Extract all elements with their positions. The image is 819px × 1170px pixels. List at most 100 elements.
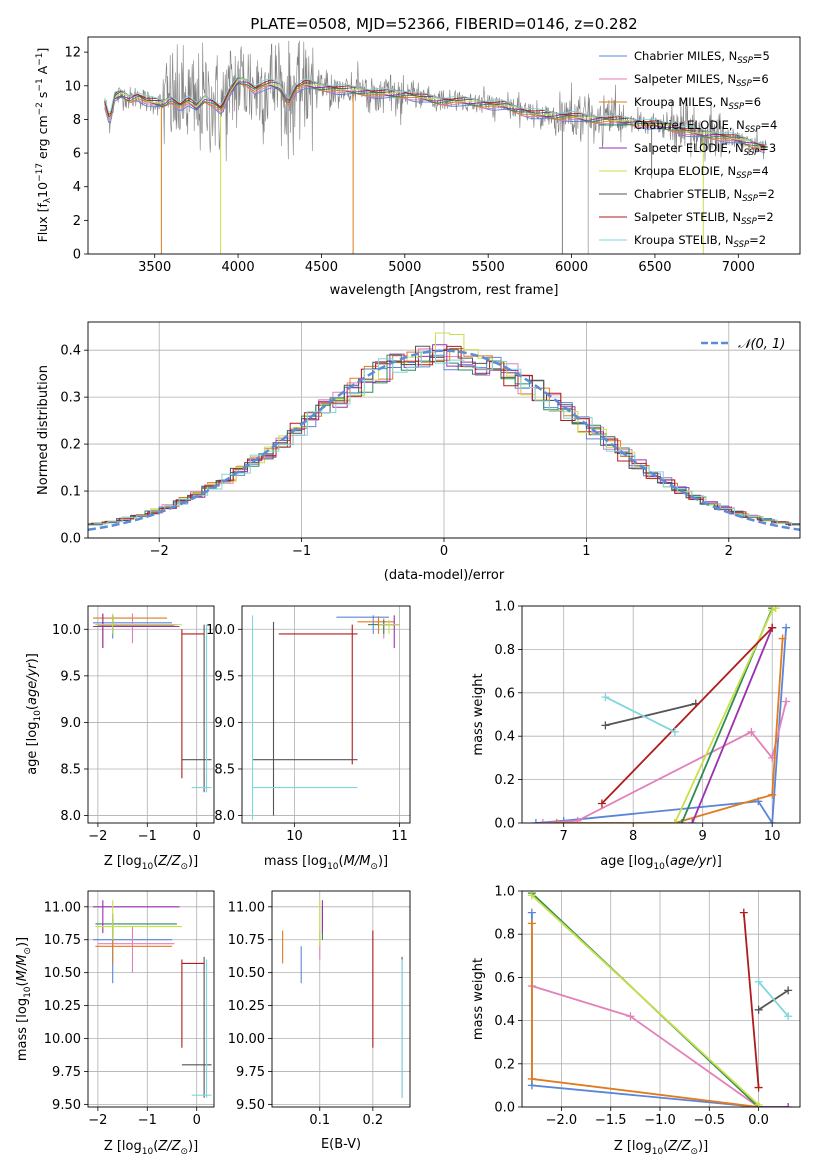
y-tick-label: 0.1 — [60, 485, 81, 500]
x-axis-label: (data-model)/error — [384, 568, 505, 583]
errorbar-point — [95, 900, 182, 940]
x-tick-label: −1 — [138, 1113, 157, 1128]
series-marker — [527, 919, 536, 928]
y-tick-label: 9.50 — [52, 1098, 81, 1113]
series-line — [556, 638, 784, 823]
legend-label: Salpeter MILES, NSSP=6 — [634, 72, 769, 89]
series-marker — [527, 908, 536, 917]
y-tick-label: 8.5 — [60, 762, 81, 777]
x-tick-label: −0.5 — [694, 1113, 726, 1128]
x-axis-label: wavelength [Angstrom, rest frame] — [330, 283, 559, 298]
y-tick-label: 9.75 — [236, 1065, 265, 1080]
y-tick-label: 1.0 — [494, 600, 515, 615]
y-tick-label: 0 — [73, 248, 81, 263]
axes-frame — [271, 890, 411, 1108]
x-axis-label: E(B-V) — [321, 1137, 361, 1152]
axes-frame — [521, 605, 801, 824]
errorbar-point — [92, 613, 180, 648]
y-axis-label: mass weight — [471, 958, 486, 1040]
y-tick-label: 10.50 — [228, 966, 265, 981]
y-axis-label: mass [log10(M/M⊙)] — [15, 937, 33, 1061]
y-tick-label: 9.0 — [60, 716, 81, 731]
series-marker — [754, 1005, 763, 1014]
errorbar-point — [251, 615, 358, 821]
y-tick-label: 0.3 — [60, 391, 81, 406]
x-tick-label: −2.0 — [546, 1113, 578, 1128]
series-marker — [784, 1103, 793, 1107]
y-tick-label: 10.25 — [44, 999, 81, 1014]
y-axis-label: mass weight — [471, 673, 486, 755]
y-axis-label: Normed distribution — [36, 365, 51, 495]
y-tick-label: 10.75 — [228, 933, 265, 948]
legend-label: 𝒩(0, 1) — [738, 337, 785, 352]
legend-label: Salpeter ELODIE, NSSP=3 — [634, 141, 776, 158]
series-marker — [754, 1100, 763, 1107]
x-tick-label: 0.2 — [363, 1113, 384, 1128]
y-tick-label: 0.2 — [60, 438, 81, 453]
plot-area — [92, 900, 212, 1098]
errorbar-point — [252, 621, 358, 816]
errorbar-point — [92, 900, 180, 934]
y-tick-label: 9.5 — [60, 669, 81, 684]
series-marker — [670, 727, 679, 736]
x-tick-label: 6000 — [555, 260, 588, 275]
y-tick-label: 11.00 — [228, 900, 265, 915]
axes-frame — [87, 605, 215, 824]
spectrum-panel: 3500 4000 4500 5000 5500 6000 6500 7000 0 2 4 6 8 10 1… — [35, 36, 801, 298]
y-tick-label: 10.00 — [44, 1032, 81, 1047]
x-tick-label: 0 — [440, 544, 448, 559]
x-tick-label: 6500 — [638, 260, 671, 275]
legend-label: Kroupa STELIB, NSSP=2 — [634, 233, 766, 250]
x-tick-label: 4500 — [305, 260, 338, 275]
ticks: 7 8 9 10 0.0 0.2 0.4 0.6 0.8 1.0 — [494, 600, 780, 845]
x-tick-label: −1.5 — [595, 1113, 627, 1128]
plot-area — [104, 40, 767, 254]
series-marker — [739, 908, 748, 917]
legend-label: Chabrier STELIB, NSSP=2 — [634, 187, 775, 204]
ticks: −2 −1 0 9.50 9.75 10.00 10.25 10.50 10.75 11.00 — [44, 900, 201, 1128]
x-tick-label: 11 — [391, 829, 408, 844]
x-tick-label: 10 — [286, 829, 303, 844]
x-tick-label: 2 — [725, 544, 733, 559]
x-axis-label: age [log10(age/yr)] — [600, 854, 722, 872]
x-tick-label: 4000 — [222, 260, 255, 275]
series-marker — [538, 819, 547, 823]
series-marker — [782, 697, 791, 706]
x-tick-label: −1 — [138, 829, 157, 844]
x-tick-label: 0 — [193, 829, 201, 844]
errorbar-point — [181, 959, 205, 1048]
y-tick-label: 0.2 — [494, 773, 515, 788]
observed-spectrum-line — [104, 40, 767, 162]
legend-label: Salpeter STELIB, NSSP=2 — [634, 210, 774, 227]
series-line — [742, 912, 760, 1088]
errorbar-point — [181, 629, 205, 779]
y-axis-label: age [log10(age/yr)] — [25, 653, 43, 775]
series-marker — [778, 634, 787, 643]
series-marker — [601, 721, 610, 730]
x-tick-label: 0 — [193, 1113, 201, 1128]
legend-label: Chabrier ELODIE, NSSP=4 — [634, 118, 777, 135]
ticks: −2.0 −1.5 −1.0 −0.5 0.0 0.0 0.2 0.4 0.6 0.8 1.0 — [494, 885, 769, 1129]
y-tick-label: 10.0 — [206, 623, 235, 638]
grid-lines — [88, 606, 214, 823]
residuals-histogram-panel: −2 −1 0 1 2 0.0 0.1 0.2 0.3 0.4 𝒩(0, 1) (data-model… — [36, 321, 801, 583]
x-tick-label: 8 — [629, 829, 637, 844]
series-line — [691, 627, 774, 823]
series-marker — [552, 819, 561, 823]
y-tick-label: 11.00 — [44, 900, 81, 915]
plot-area — [531, 606, 791, 823]
x-tick-label: 3500 — [138, 260, 171, 275]
x-tick-label: 5000 — [388, 260, 421, 275]
series-marker — [531, 819, 540, 823]
y-tick-label: 6 — [73, 147, 81, 162]
series-marker — [771, 606, 780, 613]
series-line — [605, 702, 697, 727]
x-tick-label: 0.0 — [748, 1113, 769, 1128]
x-tick-label: −2 — [88, 1113, 107, 1128]
y-tick-label: 9.75 — [52, 1065, 81, 1080]
y-axis-label: Flux [fλ10−17 erg cm−2 s−1 A−1] — [35, 48, 53, 243]
series-marker — [747, 727, 756, 736]
ticks: −2 −1 0 1 2 0.0 0.1 0.2 0.3 0.4 — [60, 344, 733, 559]
axes-frame — [521, 890, 801, 1108]
